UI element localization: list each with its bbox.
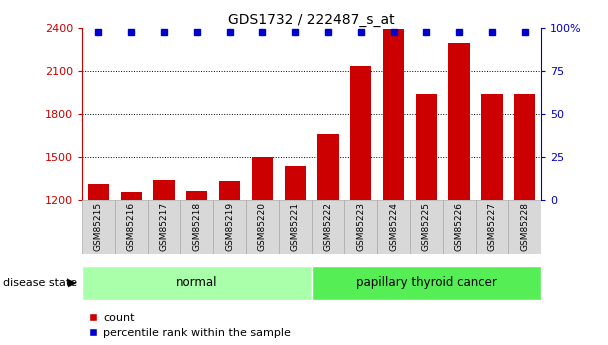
Bar [449,43,470,200]
Text: GSM85221: GSM85221 [291,202,300,252]
Bar [82,200,115,254]
Bar [416,94,437,200]
Bar [252,157,273,200]
Bar [285,166,306,200]
Text: GSM85222: GSM85222 [323,203,333,251]
Bar [82,266,311,300]
Text: GSM85227: GSM85227 [488,202,497,252]
Text: GSM85219: GSM85219 [225,202,234,252]
Bar [148,200,181,254]
Bar [120,192,142,200]
Bar [186,191,207,200]
Bar [246,200,279,254]
Text: disease state: disease state [3,278,77,288]
Legend: count, percentile rank within the sample: count, percentile rank within the sample [88,313,291,338]
Bar [514,94,536,200]
Text: GSM85216: GSM85216 [126,202,136,252]
Text: GSM85228: GSM85228 [520,202,529,252]
Bar [219,181,240,200]
Bar [88,184,109,200]
Text: papillary thyroid cancer: papillary thyroid cancer [356,276,497,289]
Text: normal: normal [176,276,218,289]
Bar [508,200,541,254]
Text: GSM85217: GSM85217 [159,202,168,252]
Bar [410,200,443,254]
Bar [377,200,410,254]
Bar [213,200,246,254]
Text: GSM85218: GSM85218 [192,202,201,252]
Bar [317,134,339,200]
Bar [311,266,541,300]
Bar [153,180,174,200]
Text: GSM85224: GSM85224 [389,203,398,251]
Bar [181,200,213,254]
Bar [115,200,148,254]
Text: ▶: ▶ [67,278,76,288]
Title: GDS1732 / 222487_s_at: GDS1732 / 222487_s_at [228,12,395,27]
Text: GSM85215: GSM85215 [94,202,103,252]
Text: GSM85220: GSM85220 [258,202,267,252]
Bar [482,94,503,200]
Bar [475,200,508,254]
Bar [279,200,311,254]
Bar [344,200,377,254]
Bar [350,66,371,200]
Text: GSM85225: GSM85225 [422,202,431,252]
Text: GSM85226: GSM85226 [455,202,464,252]
Bar [443,200,475,254]
Text: GSM85223: GSM85223 [356,202,365,252]
Bar [383,29,404,200]
Bar [311,200,344,254]
